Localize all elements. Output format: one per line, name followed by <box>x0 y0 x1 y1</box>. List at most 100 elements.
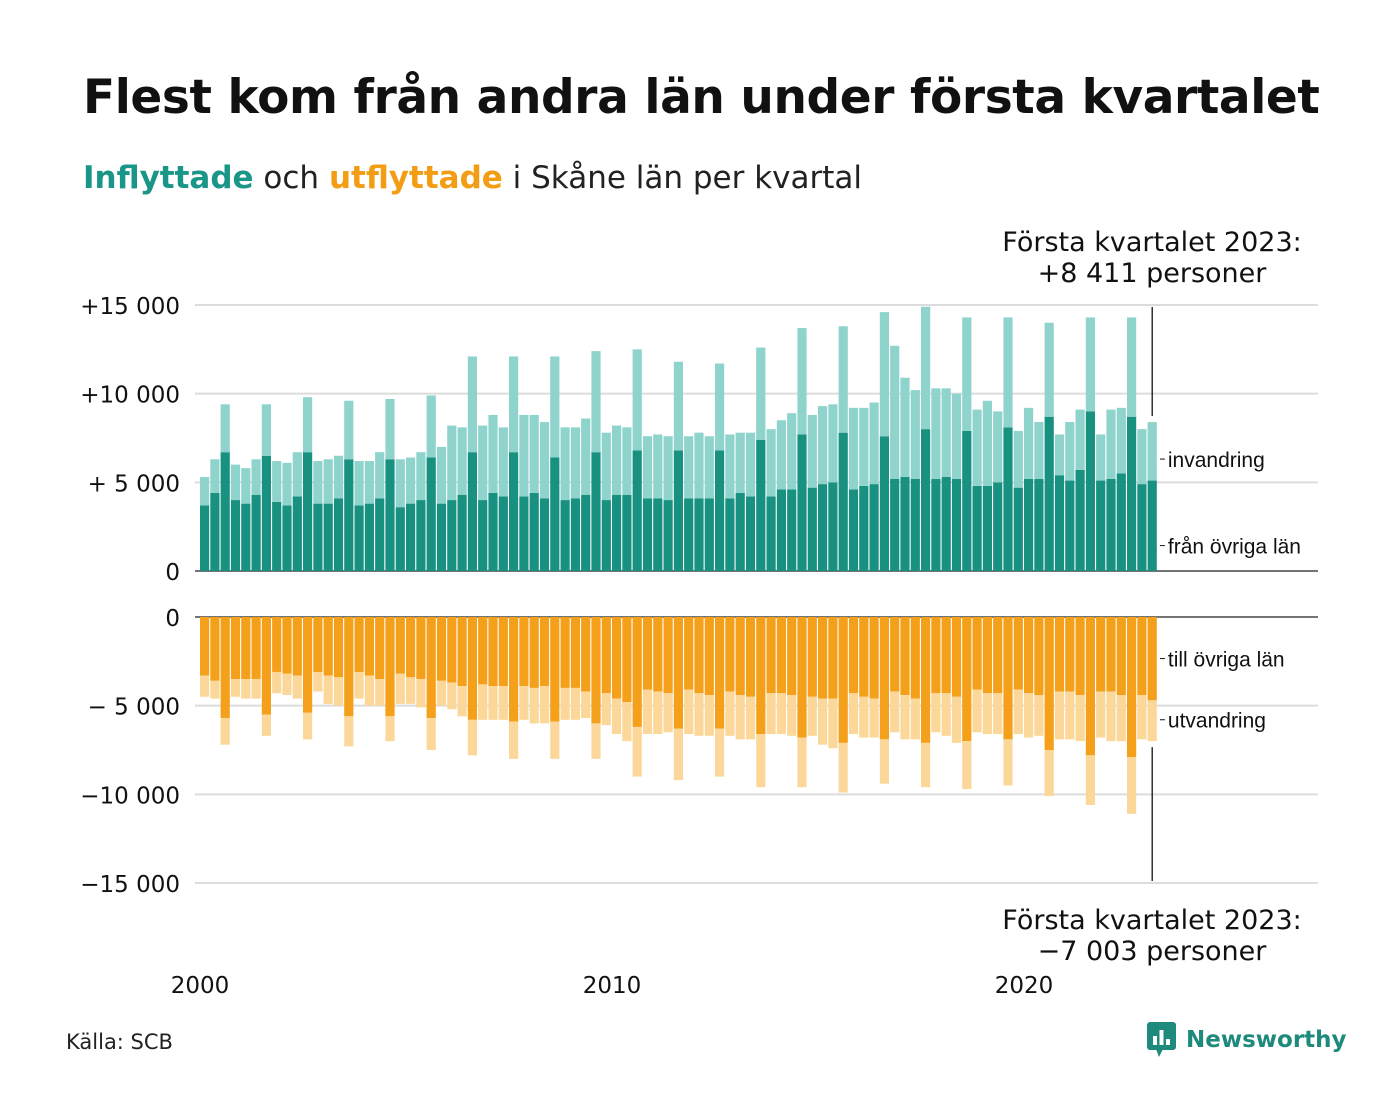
bar-fran-ovriga-lan <box>292 496 302 571</box>
bar-fran-ovriga-lan <box>1024 478 1034 571</box>
bar-till-ovriga-lan <box>323 617 333 676</box>
bar-invandring <box>272 461 282 502</box>
bar-fran-ovriga-lan <box>498 496 508 571</box>
bar-invandring <box>1096 434 1106 481</box>
bar-invandring <box>838 326 848 433</box>
bar-fran-ovriga-lan <box>1003 427 1013 571</box>
bar-invandring <box>488 414 498 493</box>
bar-fran-ovriga-lan <box>416 500 426 571</box>
bar-fran-ovriga-lan <box>581 494 591 571</box>
migration-chart: 0 + 5 000 +10 000 +15 000 0 − 5 000 −10 000 −15… <box>80 227 1318 999</box>
bar-invandring <box>539 422 550 499</box>
bar-fran-ovriga-lan <box>1147 480 1157 571</box>
bar-till-ovriga-lan <box>570 617 580 688</box>
bar-invandring <box>704 436 714 499</box>
bar-invandring <box>1147 422 1157 481</box>
bar-utvandring <box>807 696 817 736</box>
bar-till-ovriga-lan <box>848 617 859 694</box>
bar-fran-ovriga-lan <box>364 503 374 571</box>
bar-invandring <box>1044 322 1054 417</box>
bar-utvandring <box>951 696 962 743</box>
bar-invandring <box>787 413 797 490</box>
bar-invandring <box>993 411 1003 483</box>
bar-invandring <box>385 398 395 460</box>
bar-fran-ovriga-lan <box>272 501 282 571</box>
bar-fran-ovriga-lan <box>704 498 714 571</box>
bar-till-ovriga-lan <box>1075 617 1085 696</box>
bar-utvandring <box>416 679 426 708</box>
annotation-top-line1: Första kvartalet 2023: <box>1002 227 1301 258</box>
bottom-y-tick-label: − 5 000 <box>88 695 180 721</box>
bar-till-ovriga-lan <box>673 617 683 729</box>
bar-utvandring <box>200 675 210 697</box>
bar-fran-ovriga-lan <box>220 452 230 571</box>
bar-till-ovriga-lan <box>292 617 302 676</box>
bar-fran-ovriga-lan <box>1054 475 1065 571</box>
bar-till-ovriga-lan <box>529 617 539 688</box>
bar-till-ovriga-lan <box>282 617 292 674</box>
bar-fran-ovriga-lan <box>910 478 920 571</box>
bar-till-ovriga-lan <box>426 617 436 719</box>
bar-till-ovriga-lan <box>354 617 364 672</box>
bar-till-ovriga-lan <box>519 617 529 687</box>
bar-fran-ovriga-lan <box>591 452 601 571</box>
bar-fran-ovriga-lan <box>715 450 725 571</box>
bar-utvandring <box>684 689 694 735</box>
bar-till-ovriga-lan <box>807 617 817 697</box>
bar-till-ovriga-lan <box>735 617 745 696</box>
bar-utvandring <box>519 686 529 720</box>
bar-utvandring <box>972 689 982 733</box>
bar-utvandring <box>210 680 220 699</box>
bar-utvandring <box>478 684 488 720</box>
bar-till-ovriga-lan <box>1024 617 1034 694</box>
bar-invandring <box>684 436 694 499</box>
bar-till-ovriga-lan <box>684 617 694 690</box>
bar-till-ovriga-lan <box>581 617 591 692</box>
bar-till-ovriga-lan <box>220 617 230 719</box>
bar-utvandring <box>560 687 570 720</box>
bar-till-ovriga-lan <box>406 617 416 678</box>
bar-utvandring <box>1054 691 1065 740</box>
x-tick-label: 2020 <box>995 973 1054 999</box>
bar-till-ovriga-lan <box>1013 617 1023 690</box>
bar-fran-ovriga-lan <box>890 478 900 571</box>
bar-fran-ovriga-lan <box>303 452 313 571</box>
bar-invandring <box>447 425 457 501</box>
bar-till-ovriga-lan <box>447 617 457 683</box>
bar-utvandring <box>467 719 477 756</box>
bar-fran-ovriga-lan <box>457 494 467 571</box>
bar-utvandring <box>848 693 859 735</box>
bar-till-ovriga-lan <box>601 617 611 694</box>
bar-invandring <box>642 436 653 499</box>
bar-fran-ovriga-lan <box>1127 416 1137 571</box>
bar-invandring <box>1137 429 1147 485</box>
bar-till-ovriga-lan <box>210 617 220 681</box>
bar-till-ovriga-lan <box>745 617 756 697</box>
bar-fran-ovriga-lan <box>684 498 694 571</box>
bar-fran-ovriga-lan <box>694 498 704 571</box>
bar-invandring <box>251 459 261 495</box>
bar-fran-ovriga-lan <box>313 503 323 571</box>
bar-till-ovriga-lan <box>900 617 910 696</box>
bar-invandring <box>333 455 344 499</box>
bar-utvandring <box>344 716 354 747</box>
bar-fran-ovriga-lan <box>642 498 653 571</box>
bar-till-ovriga-lan <box>457 617 467 687</box>
bar-utvandring <box>1044 750 1054 797</box>
bar-fran-ovriga-lan <box>1013 487 1023 571</box>
bar-invandring <box>848 407 859 490</box>
bar-till-ovriga-lan <box>1116 617 1126 696</box>
bar-invandring <box>1106 409 1116 479</box>
bar-utvandring <box>828 698 838 749</box>
bar-invandring <box>220 404 230 453</box>
bar-invandring <box>900 377 910 478</box>
bar-utvandring <box>1013 689 1023 735</box>
bar-fran-ovriga-lan <box>426 457 436 571</box>
bar-till-ovriga-lan <box>1085 617 1095 756</box>
bar-fran-ovriga-lan <box>859 485 869 571</box>
bar-utvandring <box>1034 695 1044 736</box>
bar-fran-ovriga-lan <box>982 485 992 571</box>
bar-invandring <box>241 468 251 504</box>
bar-fran-ovriga-lan <box>282 505 292 571</box>
bar-fran-ovriga-lan <box>1034 478 1044 571</box>
